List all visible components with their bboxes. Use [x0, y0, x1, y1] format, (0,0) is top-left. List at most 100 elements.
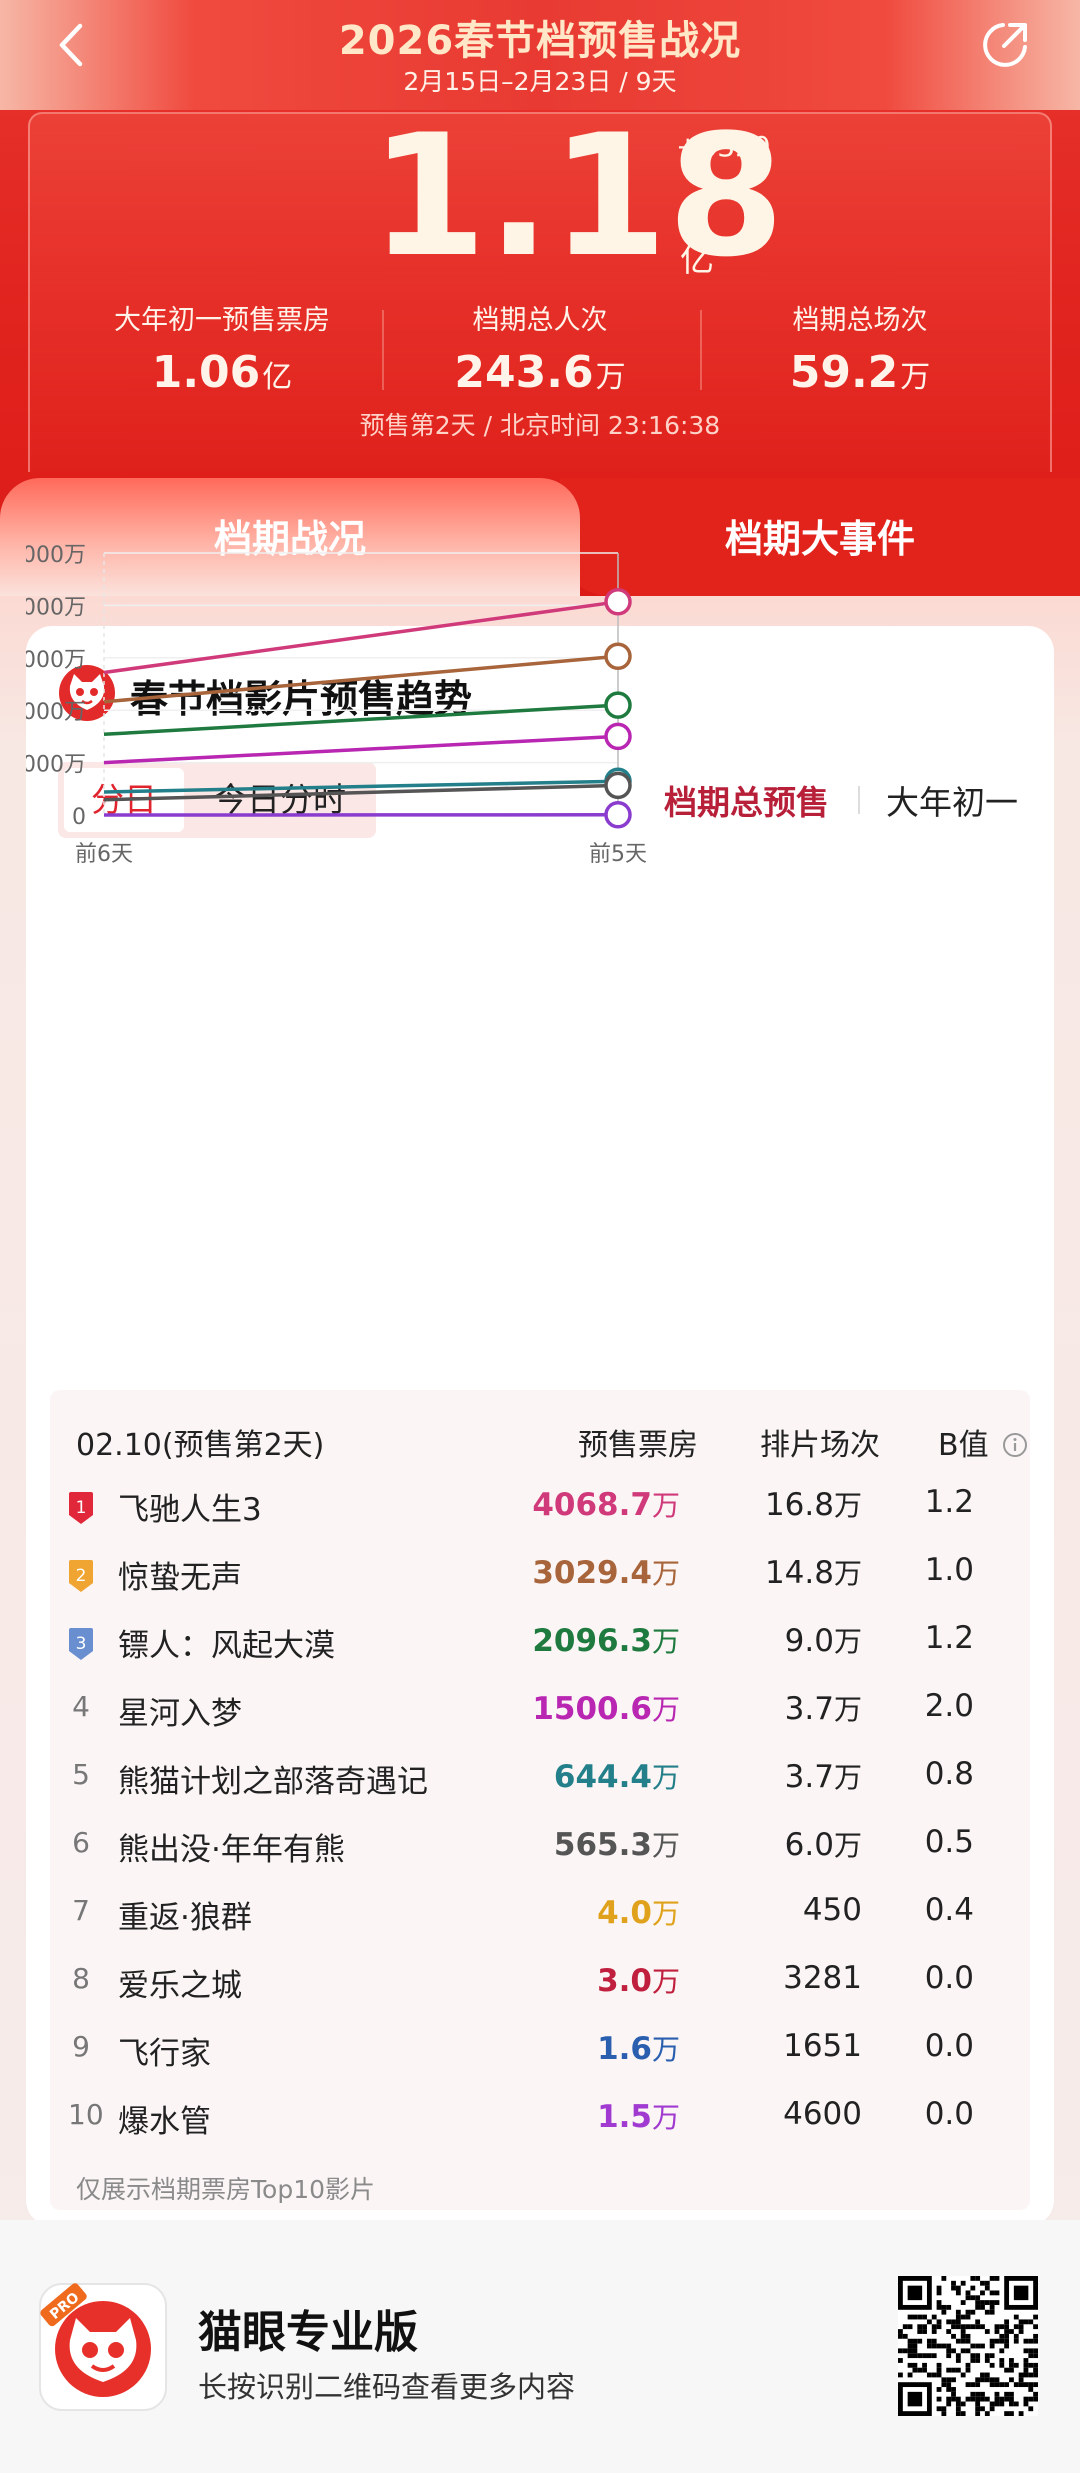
qr-module	[936, 2300, 942, 2305]
qr-module	[907, 2353, 913, 2359]
box-unit: 万	[651, 1557, 680, 1590]
x-tick-label: 前6天	[75, 842, 133, 867]
qr-module	[989, 2362, 995, 2368]
qr-module	[999, 2358, 1005, 2363]
presale-box-office: 1500.6万	[532, 1688, 680, 1728]
qr-module	[980, 2280, 985, 2286]
qr-module	[1018, 2377, 1024, 2383]
qr-module	[975, 2353, 981, 2359]
qr-module	[941, 2343, 947, 2349]
table-row[interactable]: 1 飞驰人生3 4068.7万 16.8万 1.2	[50, 1476, 1030, 1544]
table-row[interactable]: 4 星河入梦 1500.6万 3.7万 2.0	[50, 1680, 1030, 1748]
stat-divider	[382, 310, 384, 390]
y-tick-label: 0	[72, 805, 86, 830]
qr-module	[1004, 2324, 1010, 2330]
qr-module	[1028, 2348, 1034, 2354]
box-unit: 万	[651, 1761, 680, 1794]
y-tick-label: 4000万	[26, 595, 86, 620]
b-value: 0.4	[924, 1892, 974, 1928]
y-tick-label: 2000万	[26, 700, 86, 725]
qr-module	[922, 2324, 927, 2330]
mode-total-presale[interactable]: 档期总预售	[664, 783, 829, 822]
qr-module	[999, 2382, 1005, 2388]
col-box-office: 预售票房	[578, 1428, 698, 1463]
info-icon[interactable]	[1002, 1432, 1028, 1458]
stat-shows: 档期总场次 59.2万	[700, 298, 1020, 398]
qr-module	[965, 2348, 971, 2354]
qr-module	[955, 2396, 961, 2402]
qr-module	[1009, 2367, 1014, 2373]
qr-module	[946, 2387, 952, 2392]
qr-module	[951, 2367, 956, 2373]
table-row[interactable]: 10 爆水管 1.5万 4600 0.0	[50, 2088, 1030, 2156]
qr-module	[951, 2285, 956, 2291]
series-point-2	[604, 642, 632, 671]
qr-module	[1004, 2411, 1010, 2416]
qr-module	[984, 2396, 990, 2402]
qr-module	[980, 2396, 985, 2402]
rank-number: 9	[72, 2030, 90, 2063]
qr-module	[946, 2377, 952, 2383]
qr-module	[912, 2367, 918, 2373]
qr-module	[1033, 2367, 1038, 2373]
table-row[interactable]: 2 惊蛰无声 3029.4万 14.8万 1.0	[50, 1544, 1030, 1612]
qr-module	[989, 2300, 995, 2305]
qr-module	[946, 2319, 952, 2325]
movie-name: 惊蛰无声	[118, 1560, 242, 1596]
qr-module	[989, 2401, 995, 2407]
qr-module	[898, 2333, 903, 2339]
qr-module	[1013, 2338, 1019, 2344]
qr-code[interactable]	[898, 2276, 1038, 2416]
qr-module	[946, 2343, 952, 2349]
qr-module	[1009, 2391, 1014, 2397]
qr-module	[1013, 2324, 1019, 2330]
show-count: 1651	[783, 2028, 862, 2064]
qr-module	[922, 2353, 927, 2359]
qr-module	[926, 2338, 932, 2344]
stat-value: 243.6	[454, 347, 594, 398]
qr-module	[955, 2319, 961, 2325]
movie-name: 飞行家	[118, 2036, 211, 2072]
back-icon[interactable]	[46, 18, 100, 72]
qr-module	[1004, 2338, 1010, 2344]
qr-module	[1028, 2362, 1034, 2368]
table-row[interactable]: 3 镖人：风起大漠 2096.3万 9.0万 1.2	[50, 1612, 1030, 1680]
table-row[interactable]: 8 爱乐之城 3.0万 3281 0.0	[50, 1952, 1030, 2020]
table-row[interactable]: 9 飞行家 1.6万 1651 0.0	[50, 2020, 1030, 2088]
qr-module	[898, 2372, 903, 2378]
movie-name: 重返·狼群	[118, 1900, 252, 1936]
qr-module	[1009, 2362, 1014, 2368]
qr-module	[1023, 2396, 1029, 2402]
summary-panel	[28, 112, 1052, 472]
qr-module	[975, 2382, 981, 2388]
show-count: 6.0万	[785, 1824, 862, 1864]
table-row[interactable]: 6 熊出没·年年有熊 565.3万 6.0万 0.5	[50, 1816, 1030, 1884]
share-icon[interactable]	[976, 16, 1034, 74]
qr-module	[989, 2382, 995, 2388]
qr-module	[898, 2358, 903, 2363]
qr-module	[970, 2343, 976, 2349]
qr-module	[994, 2338, 1000, 2344]
qr-module	[946, 2401, 952, 2407]
qr-module	[955, 2353, 961, 2359]
qr-module	[965, 2290, 971, 2296]
qr-module	[965, 2338, 971, 2344]
table-row[interactable]: 5 熊猫计划之部落奇遇记 644.4万 3.7万 0.8	[50, 1748, 1030, 1816]
mode-day1[interactable]: 大年初一	[886, 783, 1018, 822]
tab-events[interactable]: 档期大事件	[560, 478, 1080, 596]
maoyan-pro-app-icon: PRO	[39, 2283, 167, 2411]
table-row[interactable]: 7 重返·狼群 4.0万 450 0.4	[50, 1884, 1030, 1952]
qr-module	[941, 2411, 947, 2416]
qr-module	[941, 2377, 947, 2383]
qr-module	[1033, 2372, 1038, 2378]
qr-module	[941, 2304, 947, 2310]
presale-box-office: 565.3万	[554, 1824, 680, 1864]
box-value: 4068.7	[532, 1487, 652, 1523]
qr-module	[1033, 2314, 1038, 2320]
box-value: 565.3	[553, 1827, 652, 1863]
series-line-3	[103, 703, 619, 737]
b-value: 1.0	[924, 1552, 974, 1588]
show-count: 3.7万	[785, 1756, 862, 1796]
qr-module	[955, 2367, 961, 2373]
qr-module	[960, 2348, 966, 2354]
